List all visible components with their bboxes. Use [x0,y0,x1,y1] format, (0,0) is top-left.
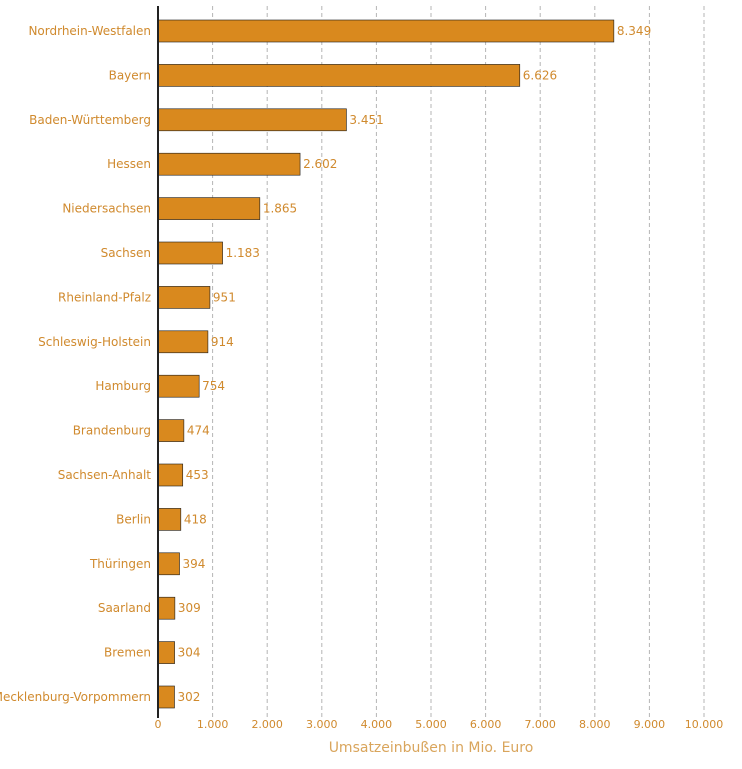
category-label: Baden-Württemberg [29,113,151,127]
data-label: 418 [184,512,207,526]
data-label: 3.451 [349,113,383,127]
category-labels: Nordrhein-Westfalen Bayern Baden-Württembe… [0,24,151,704]
bar [157,596,176,620]
value-labels: 8.349 6.626 3.451 2.602 1.865 1.183 951 914 754 4… [177,24,651,704]
category-label: Mecklenburg-Vorpommern [0,690,151,704]
bar [157,152,301,176]
data-label: 474 [187,424,210,438]
category-label: Hessen [107,157,151,171]
data-label: 394 [183,557,206,571]
x-tick-label: 10.000 [685,718,724,731]
category-label: Brandenburg [73,424,151,438]
data-label: 8.349 [617,24,651,38]
category-label: Sachsen-Anhalt [58,468,152,482]
bar [157,419,185,442]
category-label: Niedersachsen [62,202,151,216]
x-tick-label: 1.000 [197,718,229,731]
category-label: Rheinland-Pfalz [58,290,151,304]
x-tick-label: 0 [155,718,162,731]
x-tick-label: 6.000 [470,718,502,731]
x-tick-labels: 0 1.000 2.000 3.000 4.000 5.000 6.000 7.000 8.00… [155,718,724,731]
data-label: 914 [211,335,234,349]
bar [157,241,223,265]
bar [157,64,521,87]
bar [157,19,615,43]
data-label: 754 [202,379,225,393]
data-label: 6.626 [523,68,557,82]
bar [157,641,175,664]
x-tick-label: 2.000 [251,718,283,731]
bar [157,685,175,709]
category-label: Schleswig-Holstein [38,335,151,349]
bar [157,108,347,132]
category-label: Berlin [116,512,151,526]
bar [157,552,180,576]
category-label: Thüringen [89,557,151,571]
data-label: 951 [213,290,236,304]
bar [157,463,184,487]
category-label: Saarland [98,601,151,615]
category-label: Hamburg [95,379,151,393]
x-tick-label: 8.000 [579,718,611,731]
x-tick-label: 3.000 [306,718,338,731]
x-tick-label: 5.000 [415,718,447,731]
bar [157,330,209,354]
bar [157,286,211,309]
data-label: 1.183 [226,246,260,260]
bars [157,19,615,709]
bar [157,374,200,398]
bar [157,508,182,531]
data-label: 304 [178,646,201,660]
x-axis-title: Umsatzeinbußen in Mio. Euro [329,740,534,756]
category-label: Bremen [104,646,151,660]
data-label: 309 [178,601,201,615]
data-label: 302 [177,690,200,704]
data-label: 2.602 [303,157,337,171]
x-tick-label: 4.000 [361,718,393,731]
bar [157,197,261,220]
data-label: 1.865 [263,202,297,216]
x-tick-label: 7.000 [524,718,556,731]
data-label: 453 [186,468,209,482]
category-label: Nordrhein-Westfalen [28,24,151,38]
x-tick-label: 9.000 [634,718,666,731]
category-label: Bayern [109,68,151,82]
category-label: Sachsen [101,246,151,260]
